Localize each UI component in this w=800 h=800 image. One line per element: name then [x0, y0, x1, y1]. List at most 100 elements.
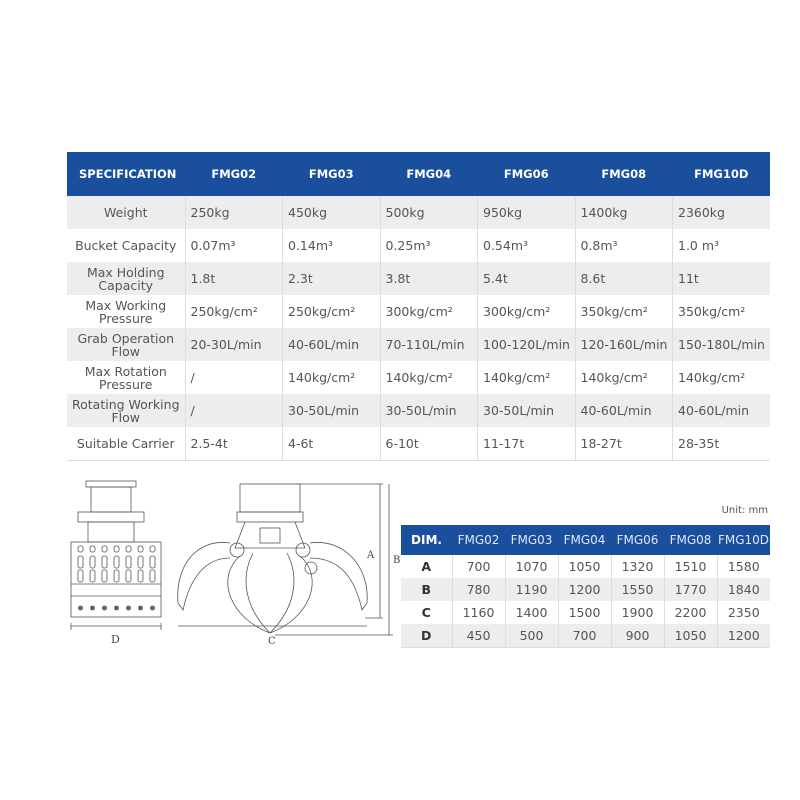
table-cell: 1050	[557, 555, 611, 578]
table-row: Weight 250kg 450kg 500kg 950kg 1400kg 2360kg	[67, 196, 770, 229]
table-cell: 140kg/cm²	[477, 361, 575, 394]
table-cell: /	[184, 361, 283, 394]
table-cell: 1200	[557, 578, 611, 601]
table-cell: 1.0 m³	[672, 229, 770, 262]
table-cell: 1510	[663, 555, 717, 578]
grab-front-view-drawing: A B C	[177, 483, 400, 647]
table-cell: 700	[451, 555, 505, 578]
dimension-a-label: A	[366, 550, 375, 561]
table-cell: 5.4t	[477, 262, 575, 295]
table-cell: 20-30L/min	[184, 328, 283, 361]
table-cell: 30-50L/min	[477, 394, 575, 427]
table-row: C 1160 1400 1500 1900 2200 2350	[401, 601, 770, 624]
column-header: FMG06	[477, 152, 575, 196]
table-cell: 140kg/cm²	[282, 361, 380, 394]
table-cell: 450	[451, 624, 505, 648]
table-cell: 120-160L/min	[574, 328, 673, 361]
table-row: Rotating Working Flow/30-50L/min 30-50L/m…	[67, 394, 770, 427]
table-cell: 1770	[663, 578, 717, 601]
table-cell: 30-50L/min	[282, 394, 380, 427]
row-label: D	[401, 624, 452, 648]
table-cell: /	[184, 394, 283, 427]
spec-header-row: SPECIFICATION FMG02 FMG03 FMG04 FMG06 FMG08 FM…	[67, 152, 770, 196]
table-cell: 1400	[504, 601, 558, 624]
dimension-d-label: D	[111, 633, 120, 646]
table-cell: 1200	[716, 624, 770, 648]
table-cell: 3.8t	[379, 262, 478, 295]
table-cell: 350kg/cm²	[574, 295, 673, 328]
table-cell: 0.14m³	[282, 229, 380, 262]
row-label: C	[421, 605, 431, 620]
table-cell: 2.5-4t	[184, 427, 283, 461]
table-cell: 250kg/cm²	[184, 295, 283, 328]
table-cell: 28-35t	[672, 427, 770, 461]
table-cell: 2350	[716, 601, 770, 624]
table-cell: 250kg/cm²	[282, 295, 380, 328]
table-cell: 1320	[610, 555, 664, 578]
table-cell: 18-27t	[574, 427, 673, 461]
row-label: B	[401, 578, 452, 601]
table-cell: 1550	[610, 578, 664, 601]
column-header: SPECIFICATION	[67, 152, 185, 196]
table-row: Max Holding Capacity 1.8t 2.3t 3.8t 5.4t 8.6t…	[67, 262, 770, 295]
column-header: FMG10D	[717, 525, 770, 555]
table-row: Grab Operation Flow 20-30L/min 40-60L/min 7…	[67, 328, 770, 361]
table-cell: 1190	[504, 578, 558, 601]
table-cell: 1500	[557, 601, 611, 624]
table-cell: 1.8t	[184, 262, 283, 295]
row-label: Suitable Carrier	[67, 427, 185, 461]
table-cell: 450kg	[282, 196, 380, 229]
table-cell: 140kg/cm²	[379, 361, 478, 394]
column-header: FMG08	[575, 152, 673, 196]
table-row: Max Working Pressure 250kg/cm² 250kg/cm² 30…	[67, 295, 770, 328]
row-label: Max Working Pressure	[67, 295, 185, 328]
table-cell: 1580	[716, 555, 770, 578]
table-row: D 450 500 700 900 1050 1200	[401, 624, 770, 648]
table-cell: 1400kg	[574, 196, 673, 229]
table-cell: 700	[557, 624, 611, 648]
table-cell: 950kg	[477, 196, 575, 229]
table-cell: 140kg/cm²	[672, 361, 770, 394]
table-row: A 700 1070 1050 1320 1510 1580	[401, 555, 770, 578]
table-cell: 40-60L/min	[574, 394, 673, 427]
table-cell: 30-50L/min	[379, 394, 478, 427]
table-row: Max Rotation Pressure/140kg/cm² 140kg/cm²…	[67, 361, 770, 394]
column-header: FMG03	[282, 152, 380, 196]
table-cell: 1070	[504, 555, 558, 578]
table-cell: 2200	[663, 601, 717, 624]
table-cell: 100-120L/min	[477, 328, 575, 361]
table-cell: 300kg/cm²	[477, 295, 575, 328]
dim-header-row: DIM. FMG02 FMG03 FMG04 FMG06 FMG08 FMG10D	[401, 525, 770, 555]
table-cell: 1160	[451, 601, 505, 624]
table-cell: 1050	[663, 624, 717, 648]
table-cell: 500	[504, 624, 558, 648]
table-cell: 11t	[672, 262, 770, 295]
table-cell: 2.3t	[282, 262, 380, 295]
column-header: FMG04	[558, 525, 611, 555]
specification-table: SPECIFICATION FMG02 FMG03 FMG04 FMG06 FMG08 FM…	[67, 152, 770, 461]
column-header: FMG04	[380, 152, 478, 196]
row-label: Max Holding Capacity	[67, 262, 185, 295]
table-cell: 500kg	[379, 196, 478, 229]
column-header: FMG10D	[672, 152, 770, 196]
dimension-table: DIM. FMG02 FMG03 FMG04 FMG06 FMG08 FMG10D A 700…	[401, 525, 770, 648]
table-cell: 11-17t	[477, 427, 575, 461]
table-cell: 2360kg	[672, 196, 770, 229]
table-cell: 4-6t	[282, 427, 380, 461]
table-cell: 140kg/cm²	[574, 361, 673, 394]
dimension-c-label: C	[268, 636, 276, 647]
row-label: Rotating Working Flow	[67, 394, 185, 427]
row-label: Max Rotation Pressure	[67, 361, 185, 394]
column-header: FMG02	[185, 152, 283, 196]
row-label: Bucket Capacity	[67, 229, 185, 262]
dimension-b-label: B	[393, 555, 400, 566]
row-label: Grab Operation Flow	[67, 328, 185, 361]
unit-label: Unit: mm	[721, 505, 768, 516]
table-cell: 300kg/cm²	[379, 295, 478, 328]
table-cell: 1900	[610, 601, 664, 624]
table-cell: 780	[451, 578, 505, 601]
table-row: Bucket Capacity 0.07m³ 0.14m³ 0.25m³ 0.54m³ 0…	[67, 229, 770, 262]
table-cell: 150-180L/min	[672, 328, 770, 361]
column-header: FMG03	[505, 525, 558, 555]
table-cell: 0.54m³	[477, 229, 575, 262]
